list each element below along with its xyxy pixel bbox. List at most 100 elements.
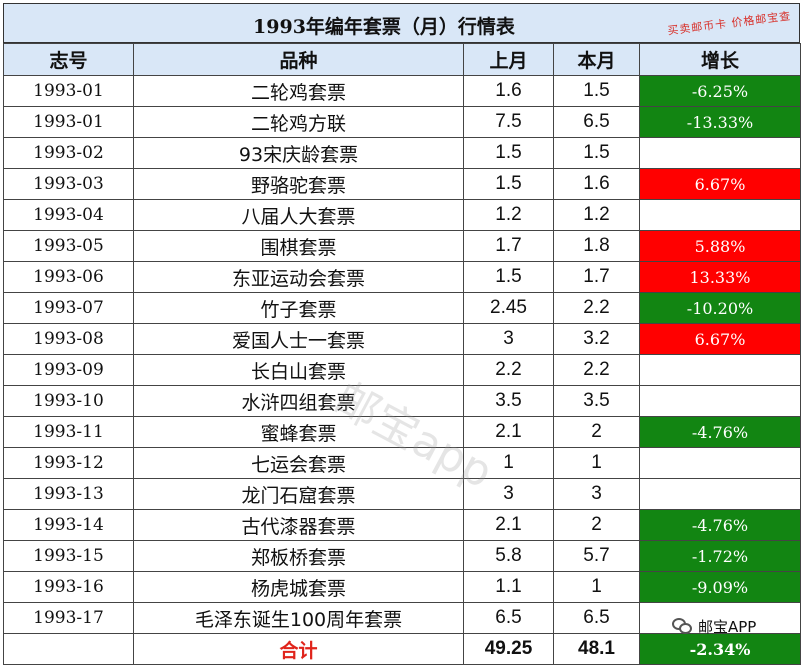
stamp-code: 1993-04 bbox=[3, 199, 134, 231]
last-month-price: 2.1 bbox=[463, 416, 554, 448]
total-last-month: 49.25 bbox=[463, 633, 554, 665]
price-table: 志号 品种 上月 本月 增长 1993-01 二轮鸡套票 1.6 1.5 -6.25% 1… bbox=[3, 43, 801, 665]
stamp-code: 1993-07 bbox=[3, 292, 134, 324]
this-month-price: 1.8 bbox=[553, 230, 640, 262]
wechat-badge: 邮宝APP bbox=[672, 613, 798, 639]
this-month-price: 1 bbox=[553, 447, 640, 479]
stamp-code: 1993-17 bbox=[3, 602, 134, 634]
last-month-price: 3.5 bbox=[463, 385, 554, 417]
last-month-price: 2.45 bbox=[463, 292, 554, 324]
table-row: 1993-04 八届人大套票 1.2 1.2 bbox=[3, 199, 801, 231]
table-row: 1993-17 毛泽东诞生100周年套票 6.5 6.5 bbox=[3, 602, 801, 634]
growth-value: 6.67% bbox=[639, 168, 801, 200]
table-row: 1993-16 杨虎城套票 1.1 1 -9.09% bbox=[3, 571, 801, 603]
growth-value bbox=[639, 602, 801, 634]
table-row: 1993-07 竹子套票 2.45 2.2 -10.20% bbox=[3, 292, 801, 324]
growth-value: -6.25% bbox=[639, 75, 801, 107]
header-code: 志号 bbox=[3, 43, 134, 76]
stamp-name: 龙门石窟套票 bbox=[133, 478, 464, 510]
this-month-price: 3.2 bbox=[553, 323, 640, 355]
growth-value bbox=[639, 137, 801, 169]
stamp-code: 1993-01 bbox=[3, 106, 134, 138]
this-month-price: 1.5 bbox=[553, 137, 640, 169]
table-row: 1993-02 93宋庆龄套票 1.5 1.5 bbox=[3, 137, 801, 169]
this-month-price: 2 bbox=[553, 509, 640, 541]
table-row: 1993-15 郑板桥套票 5.8 5.7 -1.72% bbox=[3, 540, 801, 572]
growth-value: -10.20% bbox=[639, 292, 801, 324]
stamp-name: 古代漆器套票 bbox=[133, 509, 464, 541]
table-row: 1993-01 二轮鸡方联 7.5 6.5 -13.33% bbox=[3, 106, 801, 138]
stamp-name: 竹子套票 bbox=[133, 292, 464, 324]
stamp-name: 93宋庆龄套票 bbox=[133, 137, 464, 169]
this-month-price: 2 bbox=[553, 416, 640, 448]
stamp-name: 蜜蜂套票 bbox=[133, 416, 464, 448]
growth-value: -13.33% bbox=[639, 106, 801, 138]
stamp-name: 八届人大套票 bbox=[133, 199, 464, 231]
growth-value: -4.76% bbox=[639, 416, 801, 448]
this-month-price: 3 bbox=[553, 478, 640, 510]
table-row: 1993-01 二轮鸡套票 1.6 1.5 -6.25% bbox=[3, 75, 801, 107]
growth-value bbox=[639, 354, 801, 386]
table-row: 1993-03 野骆驼套票 1.5 1.6 6.67% bbox=[3, 168, 801, 200]
this-month-price: 3.5 bbox=[553, 385, 640, 417]
total-label: 合计 bbox=[133, 633, 464, 665]
this-month-price: 6.5 bbox=[553, 602, 640, 634]
this-month-price: 1.5 bbox=[553, 75, 640, 107]
total-growth: -2.34% bbox=[639, 633, 801, 665]
growth-value bbox=[639, 478, 801, 510]
last-month-price: 1.5 bbox=[463, 261, 554, 293]
last-month-price: 1.5 bbox=[463, 168, 554, 200]
last-month-price: 3 bbox=[463, 323, 554, 355]
growth-value bbox=[639, 385, 801, 417]
stamp-name: 二轮鸡方联 bbox=[133, 106, 464, 138]
stamp-code: 1993-01 bbox=[3, 75, 134, 107]
growth-value: -1.72% bbox=[639, 540, 801, 572]
stamp-code: 1993-14 bbox=[3, 509, 134, 541]
stamp-name: 长白山套票 bbox=[133, 354, 464, 386]
table-row: 1993-10 水浒四组套票 3.5 3.5 bbox=[3, 385, 801, 417]
growth-value: 6.67% bbox=[639, 323, 801, 355]
stamp-code: 1993-03 bbox=[3, 168, 134, 200]
last-month-price: 7.5 bbox=[463, 106, 554, 138]
stamp-name: 二轮鸡套票 bbox=[133, 75, 464, 107]
table-row: 1993-12 七运会套票 1 1 bbox=[3, 447, 801, 479]
this-month-price: 2.2 bbox=[553, 292, 640, 324]
this-month-price: 1.7 bbox=[553, 261, 640, 293]
stamp-name: 爱国人士一套票 bbox=[133, 323, 464, 355]
last-month-price: 1.1 bbox=[463, 571, 554, 603]
stamp-code: 1993-09 bbox=[3, 354, 134, 386]
last-month-price: 1 bbox=[463, 447, 554, 479]
stamp-code: 1993-08 bbox=[3, 323, 134, 355]
total-row: 合计 49.25 48.1 -2.34% bbox=[3, 633, 801, 665]
table-row: 1993-11 蜜蜂套票 2.1 2 -4.76% bbox=[3, 416, 801, 448]
growth-value: -9.09% bbox=[639, 571, 801, 603]
stamp-name: 毛泽东诞生100周年套票 bbox=[133, 602, 464, 634]
title-bar: 1993年编年套票（月）行情表 买卖邮币卡 价格邮宝查 bbox=[3, 3, 800, 43]
this-month-price: 2.2 bbox=[553, 354, 640, 386]
table-row: 1993-08 爱国人士一套票 3 3.2 6.67% bbox=[3, 323, 801, 355]
badge-label: 邮宝APP bbox=[698, 617, 757, 636]
stamp-code: 1993-11 bbox=[3, 416, 134, 448]
table-row: 1993-09 长白山套票 2.2 2.2 bbox=[3, 354, 801, 386]
last-month-price: 1.5 bbox=[463, 137, 554, 169]
stamp-name: 围棋套票 bbox=[133, 230, 464, 262]
last-month-price: 5.8 bbox=[463, 540, 554, 572]
total-code-blank bbox=[3, 633, 134, 665]
table-title: 1993年编年套票（月）行情表 bbox=[253, 16, 515, 38]
header-growth: 增长 bbox=[639, 43, 801, 76]
header-this-month: 本月 bbox=[553, 43, 640, 76]
stamp-code: 1993-10 bbox=[3, 385, 134, 417]
this-month-price: 1 bbox=[553, 571, 640, 603]
stamp-name: 水浒四组套票 bbox=[133, 385, 464, 417]
growth-value bbox=[639, 447, 801, 479]
stamp-name: 七运会套票 bbox=[133, 447, 464, 479]
stamp-name: 杨虎城套票 bbox=[133, 571, 464, 603]
table-row: 1993-13 龙门石窟套票 3 3 bbox=[3, 478, 801, 510]
stamp-name: 野骆驼套票 bbox=[133, 168, 464, 200]
stamp-code: 1993-13 bbox=[3, 478, 134, 510]
growth-value bbox=[639, 199, 801, 231]
last-month-price: 6.5 bbox=[463, 602, 554, 634]
stamp-code: 1993-15 bbox=[3, 540, 134, 572]
stamp-code: 1993-06 bbox=[3, 261, 134, 293]
